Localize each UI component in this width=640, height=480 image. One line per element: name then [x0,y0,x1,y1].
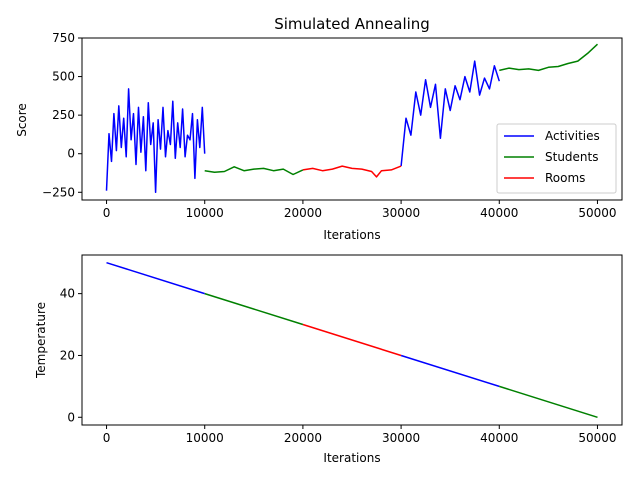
score-x-tick-label: 0 [103,206,111,220]
score-series-line-students-0 [204,166,304,176]
score-x-axis-label: Iterations [323,228,380,242]
legend-label-rooms: Rooms [545,171,585,185]
temperature-series-line-c0000ff-1 [400,354,500,388]
temperature-y-tick-label: 0 [67,410,75,424]
score-series-line-students-1 [499,43,599,72]
score-x-tick-label: 20000 [284,206,322,220]
temperature-y-tick-label: 20 [60,348,75,362]
score-y-axis-label: Score [15,103,29,137]
score-y-tick-label: −250 [42,185,75,199]
temperature-x-tick-label: 20000 [284,431,322,445]
score-plot-frame [81,37,623,201]
temperature-x-tick-label: 50000 [578,431,616,445]
score-y-tick-label: 500 [52,70,75,84]
temperature-x-tick-label: 30000 [382,431,420,445]
temperature-plot-frame [81,254,623,426]
score-series-line-activities-1 [400,60,501,167]
temperature-y-axis-label: Temperature [34,302,48,379]
temperature-x-axis-label: Iterations [323,451,380,465]
temperature-x-tick-label: 0 [103,431,111,445]
temperature-y-tick-label: 40 [60,287,75,301]
score-subplot: Simulated Annealing 0 10000 20000 30000 4000… [15,15,623,242]
score-x-tick-label: 30000 [382,206,420,220]
score-series-line-rooms-0 [302,165,402,178]
score-y-tick-label: 0 [67,147,75,161]
temperature-series-line-c008000-1 [499,385,598,419]
score-ticks: 0 10000 20000 30000 40000 50000 −250 0 250 500 750 [42,31,617,220]
chart-title: Simulated Annealing [274,15,430,33]
temperature-x-tick-label: 10000 [186,431,224,445]
score-series-line-activities-0 [105,88,206,194]
score-y-tick-label: 250 [52,108,75,122]
temperature-series-line-c008000-0 [204,292,304,326]
temperature-series-line-c0000ff-0 [106,261,205,295]
score-x-tick-label: 10000 [186,206,224,220]
temperature-series-line-cff0000-0 [302,323,402,357]
score-x-tick-label: 50000 [578,206,616,220]
legend-label-activities: Activities [545,129,600,143]
temperature-ticks: 0 10000 20000 30000 40000 50000 0 20 40 [60,287,617,445]
score-y-tick-label: 750 [52,31,75,45]
temperature-subplot: 0 10000 20000 30000 40000 50000 0 20 40 Iteratio… [34,254,623,465]
temperature-series-group [106,261,598,419]
legend-box [496,123,617,194]
legend-label-students: Students [545,150,599,164]
legend: Activities Students Rooms [496,123,617,194]
temperature-x-tick-label: 40000 [480,431,518,445]
score-series-group [105,43,599,194]
score-x-tick-label: 40000 [480,206,518,220]
